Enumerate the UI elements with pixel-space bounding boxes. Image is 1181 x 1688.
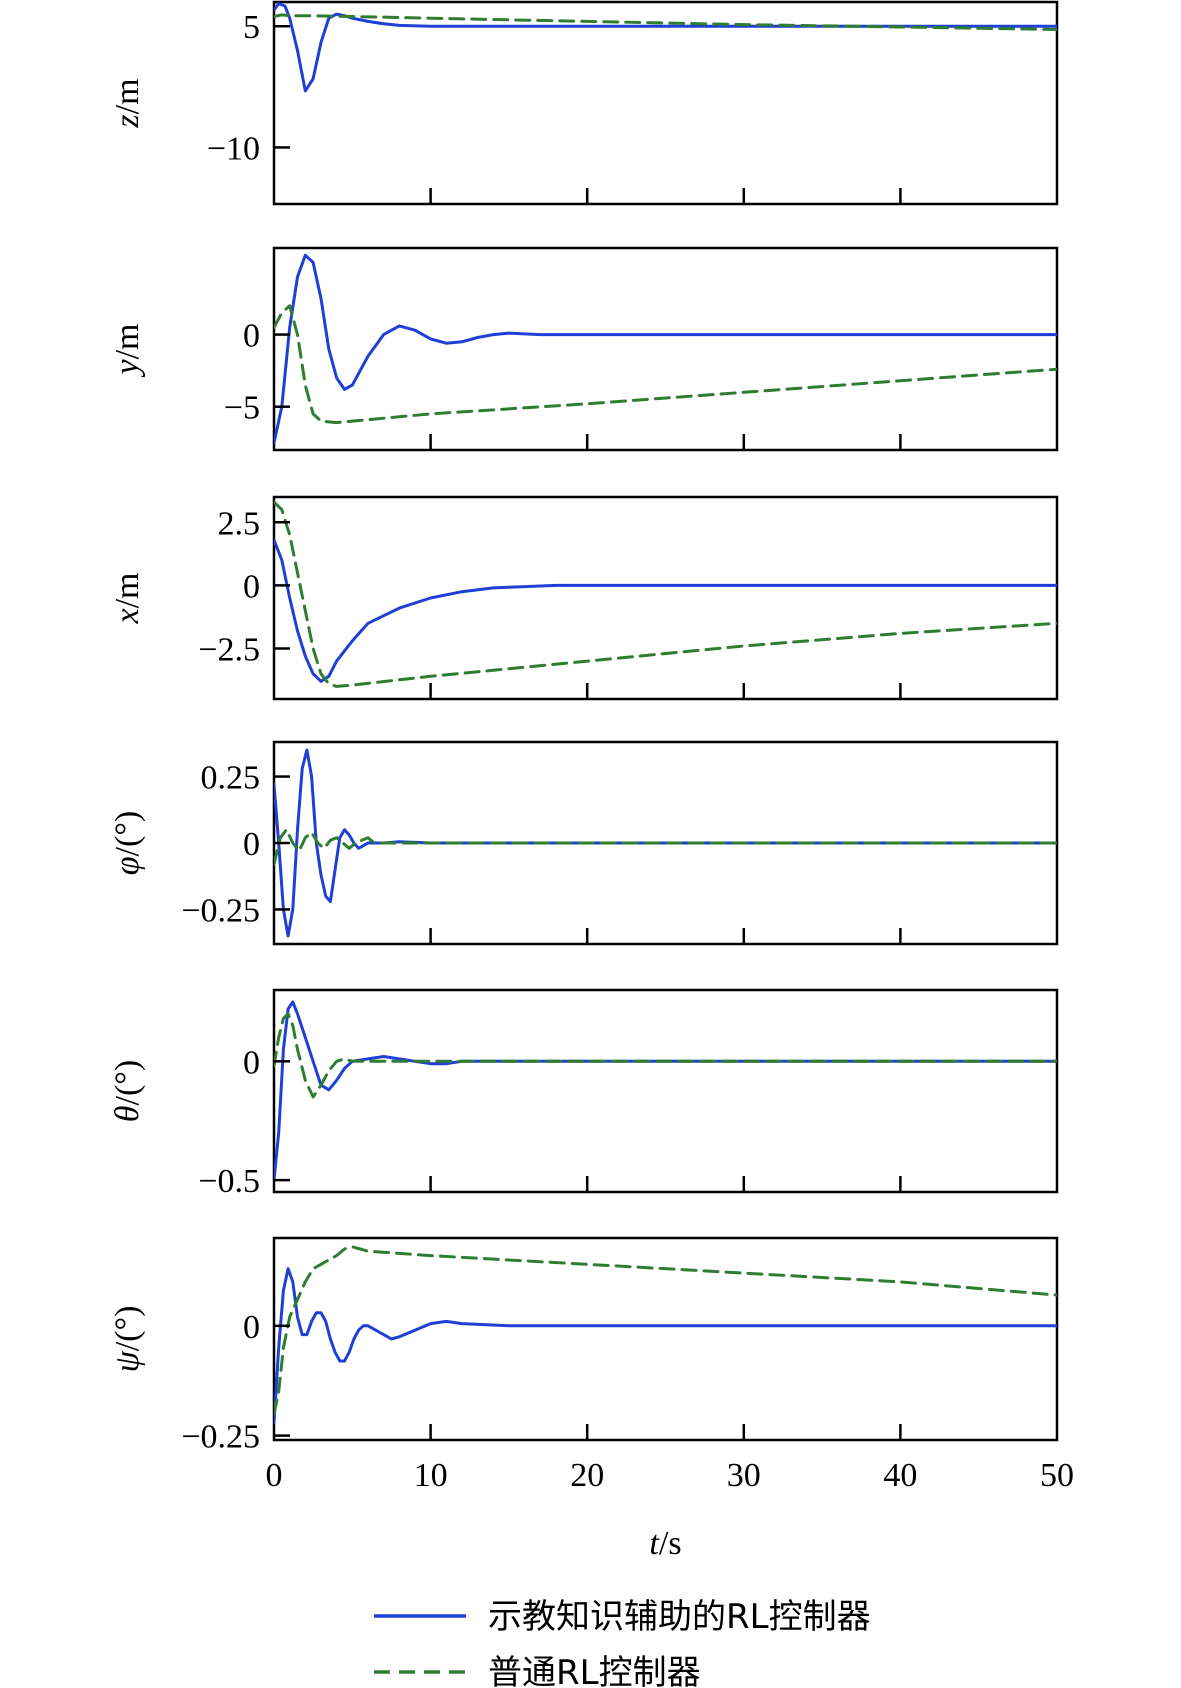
ytick-label-theta-1: −0.5 — [198, 1163, 260, 1200]
series-line-x-assisted — [274, 538, 1057, 683]
ylabel-psi: ψ/(°) — [109, 1306, 146, 1373]
ylabel-unit-y: /m — [109, 324, 146, 360]
ylabel-unit-phi: /(°) — [109, 811, 146, 857]
ylabel-phi: φ/(°) — [109, 811, 146, 876]
ytick-label-psi-0: 0 — [243, 1309, 260, 1346]
series-line-y-plain — [274, 304, 1057, 425]
ylabel-variable-x: x — [109, 608, 146, 624]
legend-label-1: 普通RL控制器 — [488, 1653, 701, 1688]
series-line-theta-plain — [274, 1012, 1057, 1099]
series-line-phi-plain — [274, 828, 1057, 866]
legend-label-0: 示教知识辅助的RL控制器 — [488, 1597, 871, 1637]
ylabel-variable-y: y — [109, 359, 146, 378]
series-line-theta-assisted — [274, 1000, 1057, 1182]
ylabel-theta: θ/(°) — [109, 1060, 146, 1122]
panel-frame-x — [272, 495, 1059, 701]
ylabel-variable-z: z — [109, 114, 146, 128]
ylabel-variable-phi: φ — [109, 856, 146, 875]
series-line-y-assisted — [274, 253, 1057, 445]
xtick-label-3: 30 — [727, 1457, 761, 1494]
ytick-label-x-0: 2.5 — [218, 505, 261, 542]
xtick-label-1: 10 — [414, 1457, 448, 1494]
ylabel-z: z/m — [109, 78, 146, 128]
ytick-label-phi-2: −0.25 — [181, 892, 260, 929]
ytick-label-z-1: −10 — [207, 130, 260, 167]
series-line-z-plain — [274, 13, 1057, 31]
ytick-label-z-0: 5 — [243, 9, 260, 46]
ytick-label-psi-1: −0.25 — [181, 1419, 260, 1456]
xtick-label-2: 20 — [570, 1457, 604, 1494]
xlabel-variable: t — [649, 1525, 660, 1562]
ylabel-unit-theta: /(°) — [109, 1060, 146, 1106]
ytick-label-y-0: 0 — [243, 318, 260, 355]
ylabel-unit-x: /m — [109, 573, 146, 609]
ytick-label-phi-1: 0 — [243, 826, 260, 863]
ylabel-x: x/m — [109, 573, 146, 625]
panel-frame-theta — [272, 988, 1059, 1194]
xtick-label-4: 40 — [883, 1457, 917, 1494]
xlabel: t/s — [649, 1525, 681, 1562]
ytick-label-theta-0: 0 — [243, 1044, 260, 1081]
ylabel-variable-theta: θ — [109, 1105, 146, 1122]
panel-frame-psi — [272, 1236, 1059, 1442]
series-line-psi-assisted — [274, 1267, 1057, 1424]
series-line-x-plain — [274, 500, 1057, 688]
xtick-label-0: 0 — [266, 1457, 283, 1494]
ylabel-unit-z: /m — [109, 78, 146, 114]
ytick-label-y-1: −5 — [224, 390, 260, 427]
panel-frame-y — [272, 246, 1059, 452]
ylabel-y: y/m — [109, 324, 146, 378]
panel-frame-z — [272, 0, 1059, 206]
ytick-label-phi-0: 0.25 — [201, 760, 261, 797]
ytick-label-x-1: 0 — [243, 568, 260, 605]
ytick-label-x-2: −2.5 — [198, 632, 260, 669]
series-line-psi-plain — [274, 1245, 1057, 1416]
xtick-label-5: 50 — [1040, 1457, 1074, 1494]
ylabel-variable-psi: ψ — [109, 1350, 146, 1372]
xlabel-unit: /s — [659, 1525, 682, 1562]
ylabel-unit-psi: /(°) — [109, 1306, 146, 1352]
